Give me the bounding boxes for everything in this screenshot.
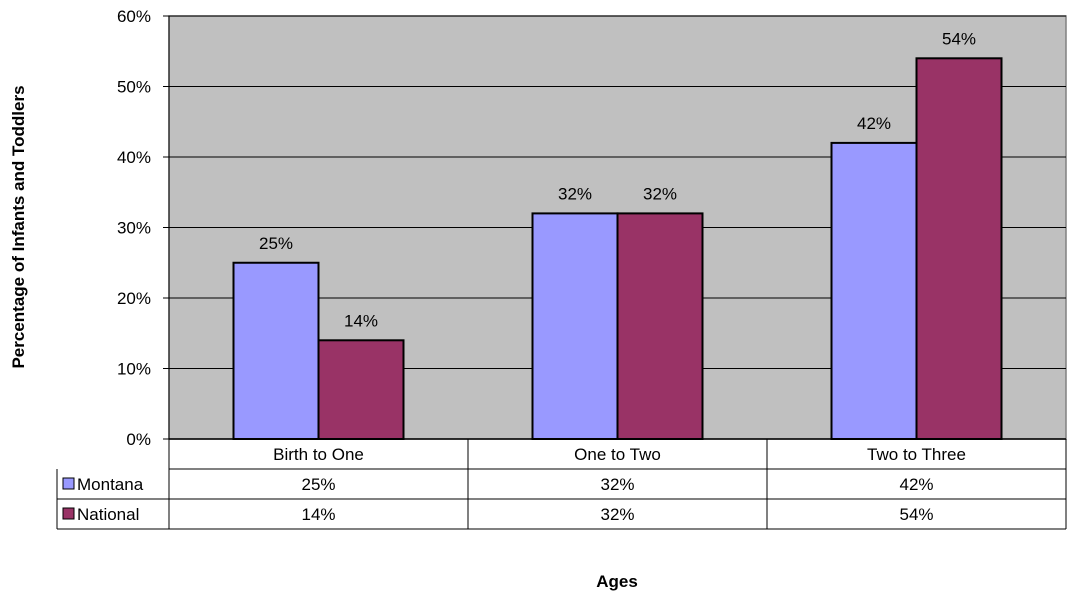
x-axis-title: Ages [596, 572, 638, 591]
data-labels: 25% 14% 32% 32% 42% 54% [259, 29, 976, 330]
y-tick-label: 0% [126, 430, 151, 449]
legend-label-montana: Montana [77, 475, 144, 494]
legend-label-national: National [77, 505, 139, 524]
x-category-label: Two to Three [867, 445, 966, 464]
table-cell: 42% [899, 475, 933, 494]
legend-key-national [62, 507, 75, 520]
y-axis-title: Percentage of Infants and Toddlers [9, 85, 28, 368]
bar-montana-0 [232, 261, 320, 440]
data-label: 25% [259, 234, 293, 253]
table-cell: 32% [600, 475, 634, 494]
bar-montana-1 [531, 212, 619, 440]
bar-national-2 [915, 57, 1003, 441]
data-label: 54% [942, 29, 976, 48]
x-category-label: One to Two [574, 445, 661, 464]
table-cell: 54% [899, 505, 933, 524]
bar-national-0 [317, 339, 405, 440]
y-tick-label: 30% [117, 219, 151, 238]
data-label: 14% [344, 311, 378, 330]
y-tick-label: 40% [117, 148, 151, 167]
bar-national-1 [616, 212, 704, 440]
data-table: Birth to One One to Two Two to Three Montan… [56, 438, 1067, 530]
data-label: 42% [857, 114, 891, 133]
table-cell: 14% [301, 505, 335, 524]
y-tick-label: 10% [117, 360, 151, 379]
bar-montana-2 [830, 141, 918, 440]
x-category-label: Birth to One [273, 445, 364, 464]
y-tick-label: 20% [117, 289, 151, 308]
legend-key-montana [62, 477, 75, 490]
y-tick-label: 50% [117, 78, 151, 97]
data-label: 32% [643, 184, 677, 203]
table-cell: 25% [301, 475, 335, 494]
table-cell: 32% [600, 505, 634, 524]
y-tick-label: 60% [117, 7, 151, 26]
y-axis-ticks: 0% 10% 20% 30% 40% 50% 60% [117, 7, 169, 449]
data-label: 32% [558, 184, 592, 203]
